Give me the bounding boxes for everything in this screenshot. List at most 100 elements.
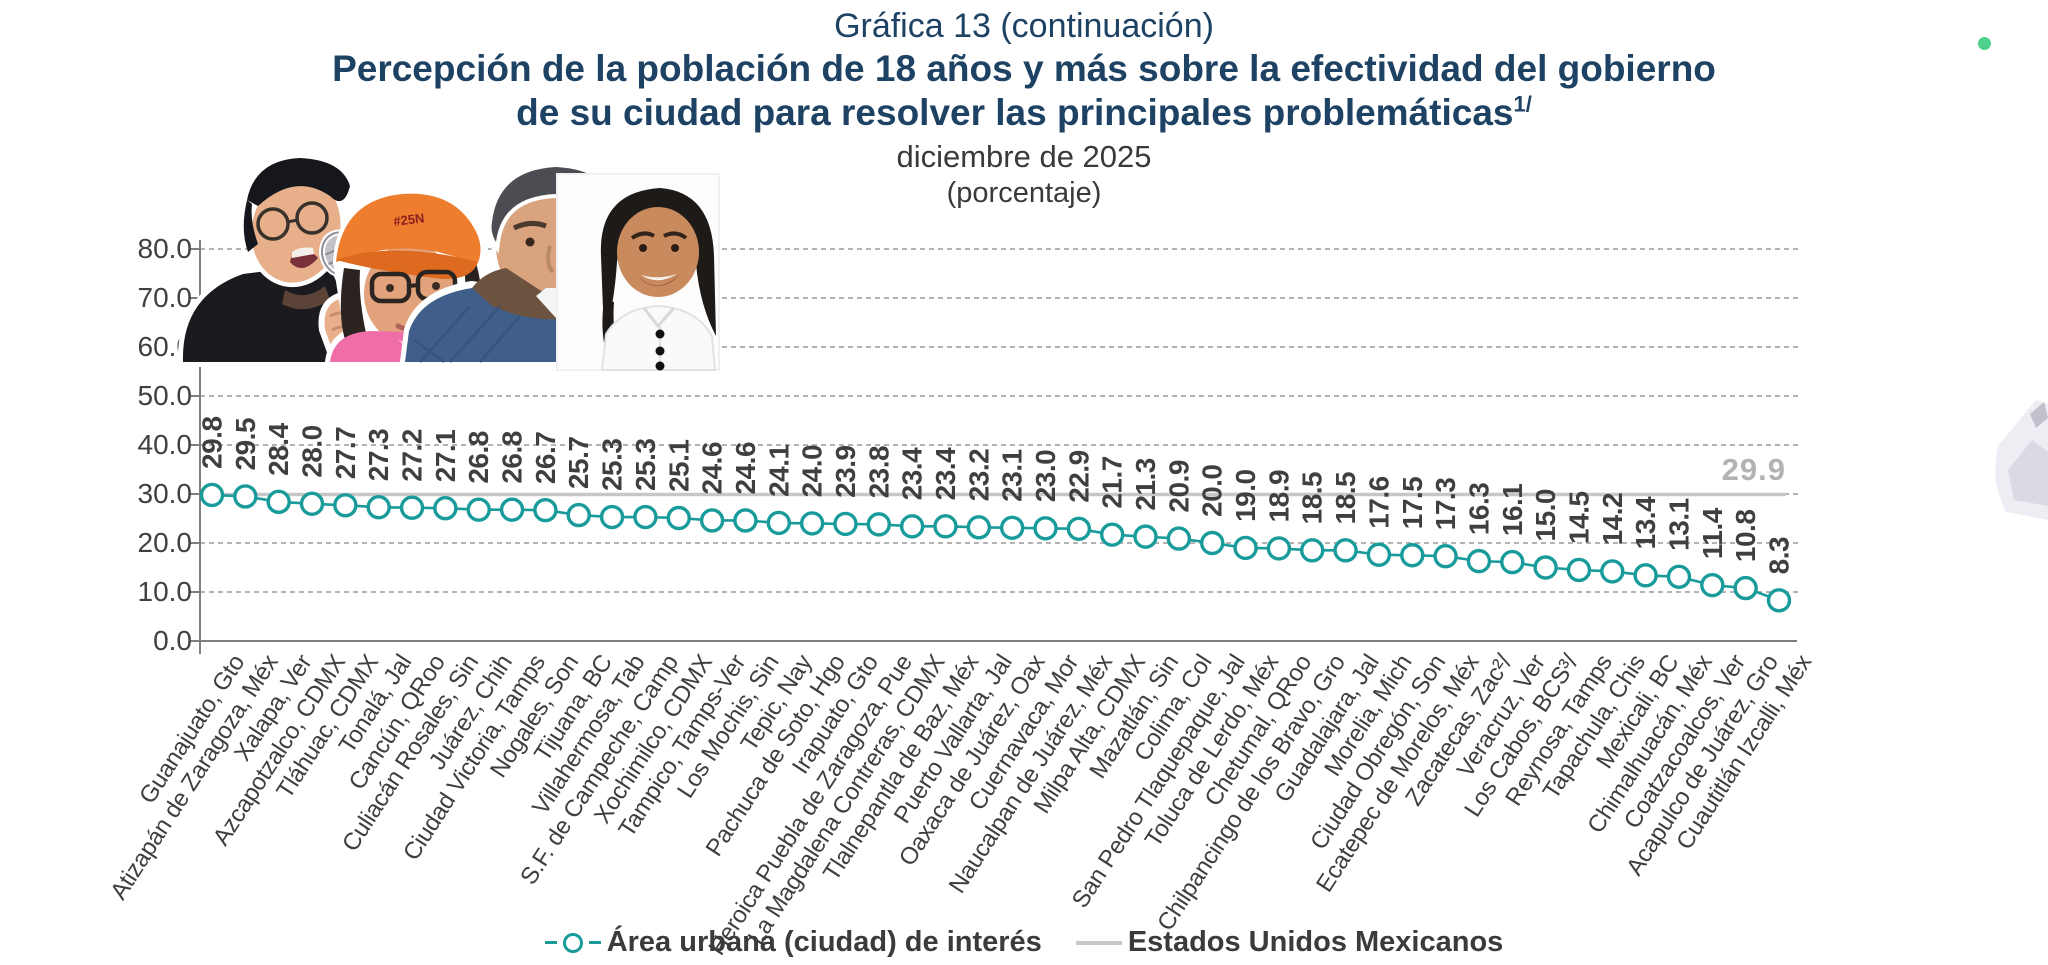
data-point-value-label: 26.8 (497, 431, 528, 484)
legend-urban-label: Área urbana (ciudad) de interés (606, 926, 1042, 958)
data-point-value-label: 26.7 (530, 432, 561, 485)
data-point-value-label: 29.5 (230, 418, 261, 471)
data-point-marker (1700, 572, 1725, 598)
data-point-value-label: 23.0 (1030, 450, 1061, 503)
chart-unit-subtitle: (porcentaje) (946, 176, 1102, 209)
data-point-marker (299, 491, 325, 516)
data-point-value-label: 13.4 (1630, 496, 1661, 549)
data-point-value-label: 17.3 (1430, 478, 1461, 531)
data-point-value-label: 29.8 (197, 416, 228, 469)
green-dot-marker (1978, 37, 1991, 50)
data-point-value-label: 25.3 (597, 439, 628, 492)
data-point-marker (1566, 557, 1592, 583)
data-point-marker (766, 510, 791, 536)
data-point-value-label: 17.5 (1397, 477, 1428, 530)
data-point-marker (399, 495, 425, 520)
data-point-marker (566, 502, 591, 528)
data-point-marker (466, 497, 491, 522)
data-point-marker (966, 515, 992, 540)
data-point-value-label: 10.8 (1730, 510, 1761, 563)
data-point-value-label: 23.2 (963, 449, 994, 502)
data-point-marker (699, 508, 725, 533)
data-point-value-label: 25.3 (630, 439, 661, 492)
data-point-value-label: 17.6 (1363, 476, 1394, 529)
data-point-marker (999, 515, 1025, 541)
data-point-value-label: 28.4 (263, 422, 294, 475)
data-point-value-label: 24.6 (697, 442, 728, 495)
data-point-marker (1033, 516, 1058, 541)
data-point-value-label: 16.3 (1463, 483, 1494, 536)
data-point-value-label: 18.5 (1297, 472, 1328, 525)
data-point-marker (833, 511, 858, 537)
data-point-marker (366, 495, 391, 520)
chart-main-title-line1: Percepción de la población de 18 años y … (332, 48, 1716, 90)
data-point-value-label: 23.4 (897, 447, 928, 500)
data-point-marker (1266, 536, 1292, 561)
data-point-marker (1733, 575, 1758, 601)
data-point-marker (1666, 564, 1692, 590)
legend-urban-line-right (588, 941, 601, 944)
data-point-value-label: 26.8 (463, 431, 494, 483)
data-point-marker (1633, 563, 1658, 588)
data-point-value-label: 27.1 (430, 430, 461, 483)
legend-item-urban-area: Área urbana (ciudad) de interés (544, 926, 1042, 959)
data-point-value-label: 8.3 (1764, 537, 1795, 574)
data-point-value-label: 20.0 (1197, 465, 1228, 518)
chart-main-title-line2: de su ciudad para resolver las principal… (0, 91, 2048, 135)
data-point-value-label: 21.7 (1097, 456, 1128, 509)
data-point-marker (233, 484, 258, 509)
data-point-value-label: 27.7 (330, 427, 361, 480)
data-point-marker (199, 482, 225, 508)
data-point-marker (1200, 530, 1225, 556)
data-point-marker (1400, 543, 1425, 568)
data-point-marker (933, 514, 958, 539)
data-point-marker (666, 505, 691, 531)
data-point-value-label: 14.5 (1563, 491, 1594, 544)
data-point-marker (1366, 542, 1392, 567)
data-point-value-label: 27.2 (397, 429, 428, 482)
data-point-value-label: 24.0 (797, 445, 828, 498)
legend-national-line-icon (1075, 940, 1122, 945)
title-footnote-superscript: 1/ (1513, 91, 1532, 117)
chart-main-title-line2-text: de su ciudad para resolver las principal… (516, 92, 1514, 134)
data-point-value-label: 23.8 (863, 446, 894, 499)
chart-number-title: Gráfica 13 (continuación) (834, 7, 1214, 45)
data-point-marker (1333, 538, 1358, 563)
data-point-marker (1466, 548, 1492, 574)
data-point-value-label: 13.1 (1663, 498, 1694, 551)
data-point-marker (1133, 524, 1158, 549)
data-point-value-label: 18.5 (1330, 472, 1361, 525)
data-point-marker (1766, 588, 1792, 613)
data-point-value-label: 14.2 (1597, 493, 1628, 546)
data-point-marker (1233, 535, 1258, 561)
data-point-value-label: 11.4 (1697, 507, 1728, 559)
data-point-marker (633, 504, 658, 530)
data-point-marker (433, 496, 458, 521)
data-point-value-label: 25.7 (563, 437, 594, 490)
data-point-marker (866, 512, 892, 537)
data-point-value-label: 20.9 (1163, 460, 1194, 513)
data-point-value-label: 21.3 (1130, 458, 1161, 511)
data-point-value-label: 18.9 (1263, 470, 1294, 523)
data-point-marker (1500, 549, 1525, 575)
data-point-marker (1066, 516, 1092, 541)
data-point-marker (599, 504, 625, 530)
data-point-value-label: 25.1 (663, 440, 694, 493)
data-point-marker (1300, 538, 1325, 563)
data-point-marker (1099, 522, 1125, 547)
data-point-value-label: 23.1 (997, 449, 1028, 501)
data-point-marker (266, 489, 291, 515)
data-point-marker (1433, 544, 1458, 569)
data-point-value-label: 27.3 (363, 429, 394, 482)
chart-date-subtitle: diciembre de 2025 (896, 138, 1152, 174)
legend-national-label: Estados Unidos Mexicanos (1127, 926, 1504, 958)
data-point-marker (1533, 555, 1558, 580)
data-point-marker (899, 514, 925, 539)
data-point-marker (799, 511, 825, 536)
data-point-value-label: 23.9 (830, 445, 861, 498)
data-point-value-label: 28.0 (297, 425, 328, 478)
chart-legend: Área urbana (ciudad) de interés Estados … (0, 926, 2048, 959)
data-point-marker (1166, 526, 1192, 551)
data-point-marker (333, 493, 358, 518)
